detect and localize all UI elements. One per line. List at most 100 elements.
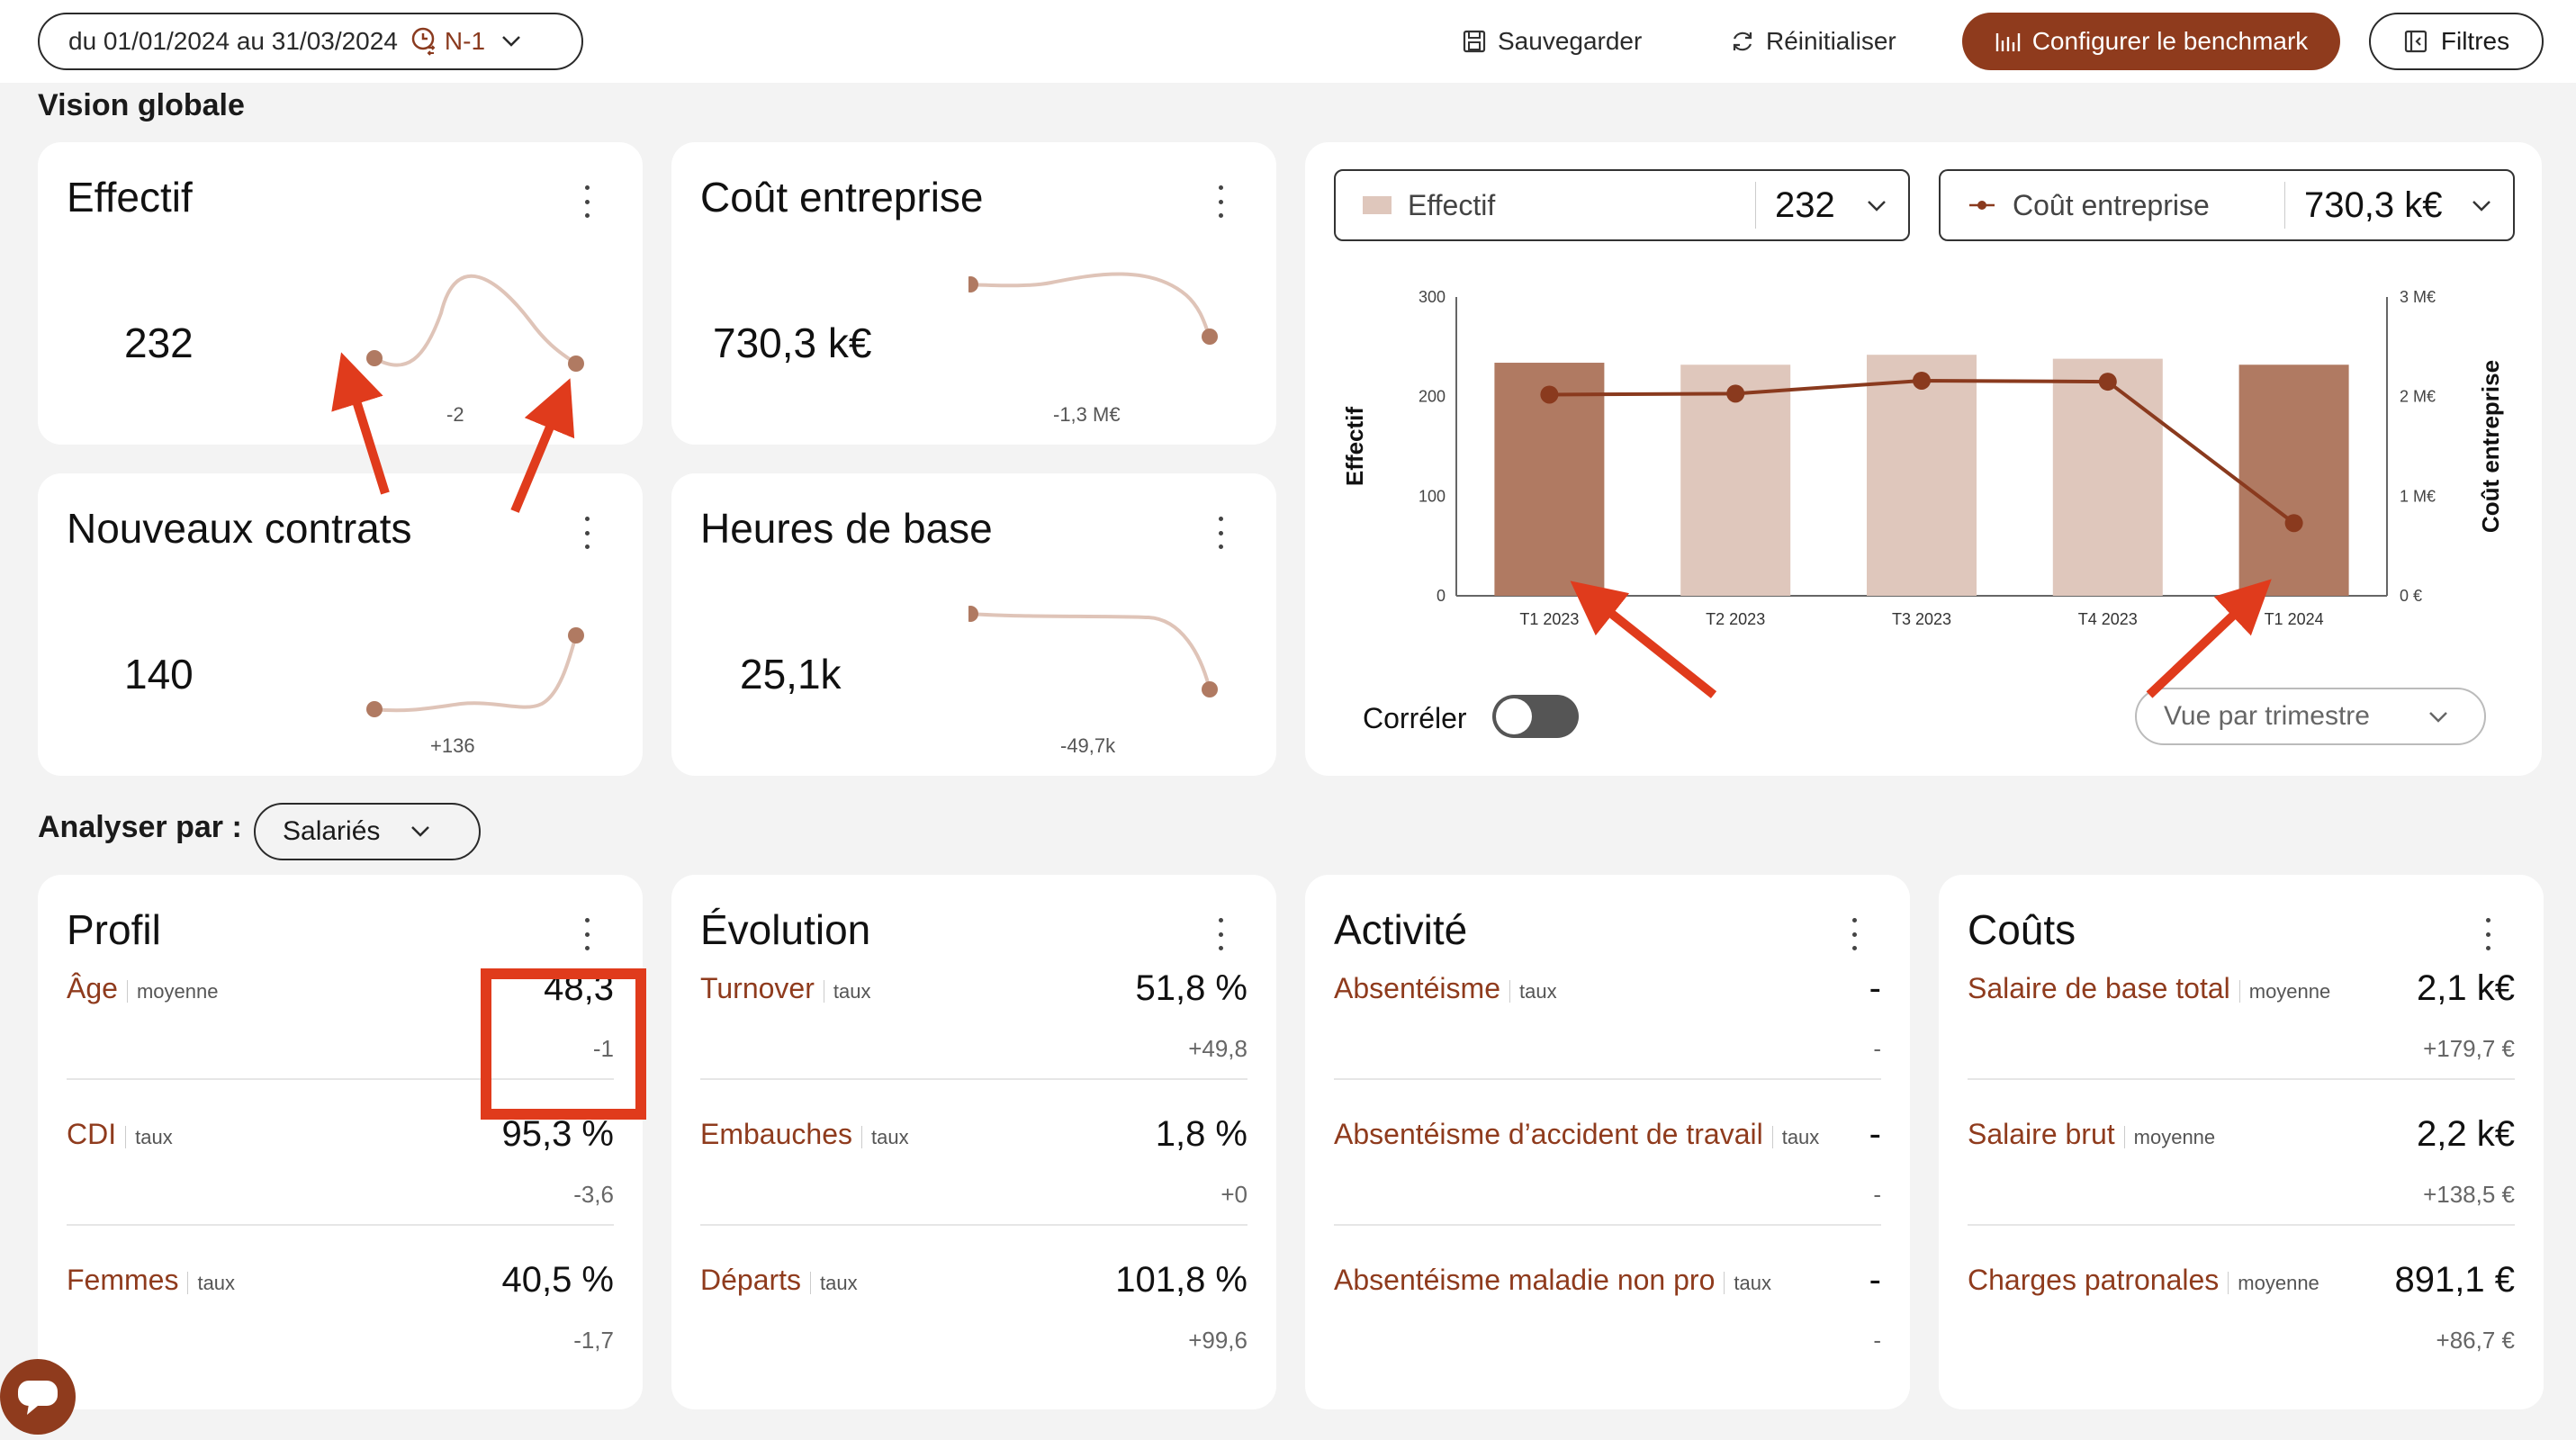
clock-compare-icon — [411, 27, 436, 56]
line-point — [1913, 371, 1931, 390]
left-metric-select[interactable]: Effectif 232 — [1334, 169, 1910, 241]
y-tick-label-left: 200 — [1419, 388, 1446, 406]
right-metric-select[interactable]: Coût entreprise 730,3 k€ — [1939, 169, 2515, 241]
metric-row-departs[interactable]: Départs taux 101,8 % +99,6 — [700, 1226, 1247, 1372]
date-range-text: du 01/01/2024 au 31/03/2024 — [68, 27, 398, 55]
comparison-badge[interactable]: N-1 — [410, 26, 485, 57]
metric-label: CDI taux — [67, 1118, 173, 1150]
metric-delta: +0 — [1220, 1181, 1247, 1208]
more-options-icon[interactable] — [583, 185, 590, 218]
kpi-title: Coût entreprise — [700, 174, 984, 220]
configure-benchmark-button[interactable]: Configurer le benchmark — [1962, 13, 2340, 70]
correler-toggle[interactable] — [1492, 695, 1579, 738]
line-point — [1726, 384, 1745, 403]
kpi-card-cout-entreprise: Coût entreprise 730,3 k€ -1,3 M€ — [671, 142, 1276, 445]
save-icon — [1463, 30, 1486, 53]
metric-unit: moyenne — [2228, 1272, 2319, 1294]
metric-row-absenteisme[interactable]: Absentéisme taux - - — [1334, 934, 1881, 1080]
more-options-icon[interactable] — [1851, 918, 1858, 950]
metric-value: 101,8 % — [1115, 1260, 1247, 1300]
metric-row-absenteisme-maladie[interactable]: Absentéisme maladie non pro taux - - — [1334, 1226, 1881, 1372]
chat-support-button[interactable] — [0, 1359, 76, 1435]
metric-row-charges-patronales[interactable]: Charges patronales moyenne 891,1 € +86,7 … — [1968, 1226, 2515, 1372]
top-toolbar: du 01/01/2024 au 31/03/2024 N-1 Sauvegar… — [0, 0, 2576, 83]
bar-t4-2023 — [2052, 358, 2163, 596]
save-label: Sauvegarder — [1498, 27, 1643, 55]
more-options-icon[interactable] — [583, 918, 590, 950]
metric-row-embauches[interactable]: Embauches taux 1,8 % +0 — [700, 1080, 1247, 1226]
select-divider — [1755, 182, 1756, 229]
metric-value: 2,1 k€ — [2417, 968, 2515, 1008]
y-tick-label-left: 0 — [1437, 587, 1446, 605]
metric-value: 891,1 € — [2394, 1260, 2515, 1300]
more-options-icon[interactable] — [1217, 918, 1224, 950]
bar-legend-swatch — [1363, 196, 1392, 214]
view-period-select[interactable]: Vue par trimestre — [2135, 688, 2486, 745]
sparkline-end-point — [568, 356, 584, 372]
more-options-icon[interactable] — [583, 517, 590, 549]
metric-delta: - — [1873, 1181, 1881, 1208]
correler-label: Corréler — [1363, 702, 1467, 734]
metric-value: 51,8 % — [1135, 968, 1247, 1008]
metric-row-salaire-base[interactable]: Salaire de base total moyenne 2,1 k€ +179… — [1968, 934, 2515, 1080]
row-divider — [67, 1224, 614, 1226]
metric-value: 2,2 k€ — [2417, 1114, 2515, 1154]
right-metric-value: 730,3 k€ — [2304, 184, 2443, 225]
y-axis-title-right: Coût entreprise — [2477, 360, 2504, 533]
metric-delta: -1,7 — [573, 1327, 614, 1354]
more-options-icon[interactable] — [1217, 185, 1224, 218]
metric-row-cdi[interactable]: CDI taux 95,3 % -3,6 — [67, 1080, 614, 1226]
panel-profil: Profil Âge moyenne 48,3 -1 CDI taux 95,3 %… — [38, 875, 643, 1409]
reset-button[interactable]: Réinitialiser — [1730, 13, 1896, 70]
metric-label: Charges patronales moyenne — [1968, 1264, 2319, 1296]
highlight-annotation-box — [481, 968, 646, 1120]
metric-label: Turnover taux — [700, 972, 871, 1004]
chevron-down-icon — [2429, 712, 2447, 723]
metric-value: 40,5 % — [501, 1260, 614, 1300]
bar-chart-icon — [1995, 33, 2020, 51]
y-tick-label-right: 3 M€ — [2400, 288, 2436, 306]
metric-row-femmes[interactable]: Femmes taux 40,5 % -1,7 — [67, 1226, 614, 1372]
y-tick-label-right: 2 M€ — [2400, 388, 2436, 406]
right-metric-label: Coût entreprise — [2013, 188, 2210, 221]
metric-row-salaire-brut[interactable]: Salaire brut moyenne 2,2 k€ +138,5 € — [1968, 1080, 2515, 1226]
arrow-annotation — [331, 352, 390, 495]
sparkline-start-point — [366, 701, 383, 717]
metric-delta: +179,7 € — [2423, 1035, 2515, 1062]
comparison-text: N-1 — [444, 27, 486, 55]
x-tick-label: T2 2023 — [1706, 610, 1765, 628]
chevron-down-icon — [411, 826, 430, 837]
panel-activite: Activité Absentéisme taux - - Absentéisme… — [1305, 875, 1910, 1409]
kpi-title: Nouveaux contrats — [67, 505, 412, 552]
y-tick-label-left: 300 — [1419, 288, 1446, 306]
metric-row-absenteisme-accident[interactable]: Absentéisme d’accident de travail taux - … — [1334, 1080, 1881, 1226]
panel-couts: Coûts Salaire de base total moyenne 2,1 k… — [1939, 875, 2544, 1409]
sparkline — [968, 272, 1218, 345]
refresh-icon — [1733, 32, 1752, 51]
analyser-par-value: Salariés — [283, 816, 381, 846]
metric-unit: taux — [1724, 1272, 1771, 1294]
select-divider — [2284, 182, 2285, 229]
metric-delta: +99,6 — [1188, 1327, 1247, 1354]
bar-t2-2023 — [1680, 364, 1791, 596]
more-options-icon[interactable] — [1217, 517, 1224, 549]
metric-unit: taux — [860, 1126, 909, 1148]
sparkline-start-point — [968, 276, 978, 292]
configure-benchmark-label: Configurer le benchmark — [2031, 27, 2309, 55]
line-point — [2284, 514, 2303, 533]
metric-delta: +138,5 € — [2423, 1181, 2515, 1208]
row-divider — [700, 1224, 1247, 1226]
date-range-selector[interactable]: du 01/01/2024 au 31/03/2024 N-1 — [38, 13, 583, 70]
metric-delta: -3,6 — [573, 1181, 614, 1208]
kpi-delta: -49,7k — [1060, 734, 1116, 757]
metric-row-turnover[interactable]: Turnover taux 51,8 % +49,8 — [700, 934, 1247, 1080]
x-tick-label: T1 2023 — [1519, 610, 1579, 628]
save-button[interactable]: Sauvegarder — [1462, 13, 1642, 70]
more-options-icon[interactable] — [2484, 918, 2491, 950]
metric-unit: taux — [810, 1272, 858, 1294]
filters-button[interactable]: Filtres — [2369, 13, 2544, 70]
metric-value: - — [1869, 1260, 1881, 1300]
analyser-par-select[interactable]: Salariés — [254, 803, 481, 860]
metric-delta: - — [1873, 1035, 1881, 1062]
metric-label: Absentéisme taux — [1334, 972, 1557, 1004]
